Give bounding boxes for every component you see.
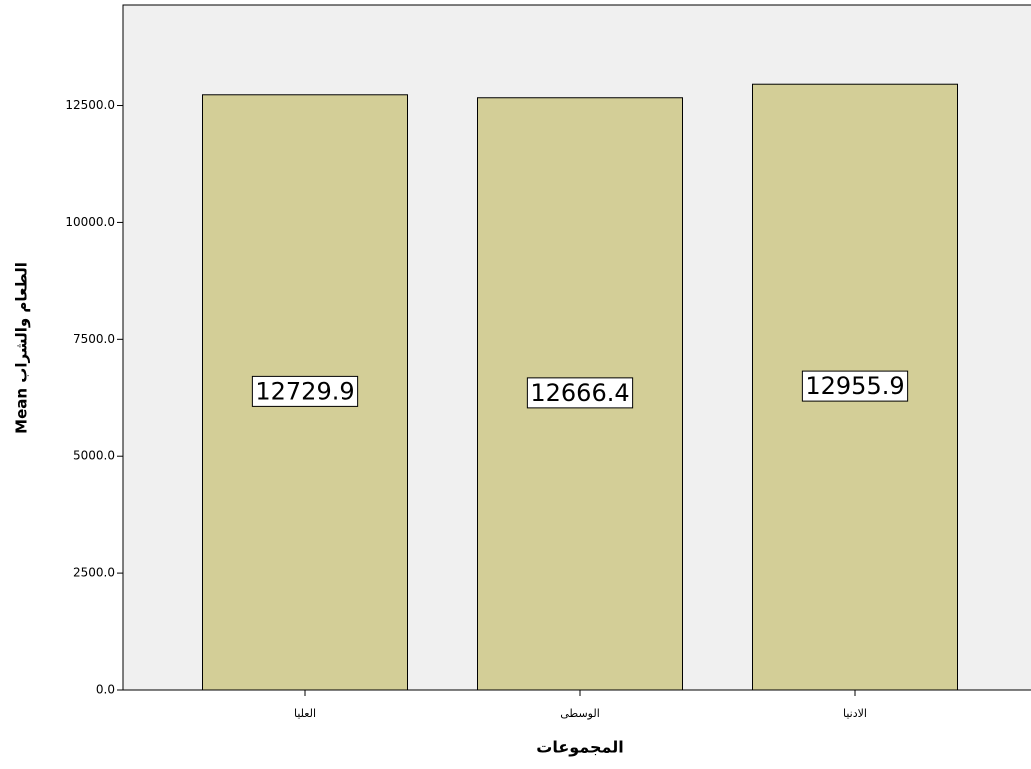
y-tick-label: 10000.0 bbox=[65, 215, 115, 229]
value-label: 12729.9 bbox=[255, 377, 354, 405]
x-tick-label: الادنيا bbox=[843, 707, 867, 720]
value-label-box bbox=[801, 370, 909, 402]
value-label-box bbox=[526, 377, 634, 409]
y-tick-label: 2500.0 bbox=[73, 566, 115, 580]
y-axis-title: Mean الطعام والشراب bbox=[13, 262, 31, 434]
x-tick-label: العليا bbox=[294, 707, 316, 720]
value-label: 12666.4 bbox=[530, 379, 629, 407]
y-tick-label: 0.0 bbox=[96, 683, 115, 697]
y-tick-label: 12500.0 bbox=[65, 98, 115, 112]
y-tick-label: 5000.0 bbox=[73, 449, 115, 463]
value-label-box bbox=[251, 375, 359, 407]
y-tick-label: 7500.0 bbox=[73, 332, 115, 346]
x-axis-title: المجموعات bbox=[536, 738, 624, 757]
x-tick-label: الوسطى bbox=[560, 707, 600, 720]
value-label: 12955.9 bbox=[805, 372, 904, 400]
bar bbox=[477, 97, 683, 691]
